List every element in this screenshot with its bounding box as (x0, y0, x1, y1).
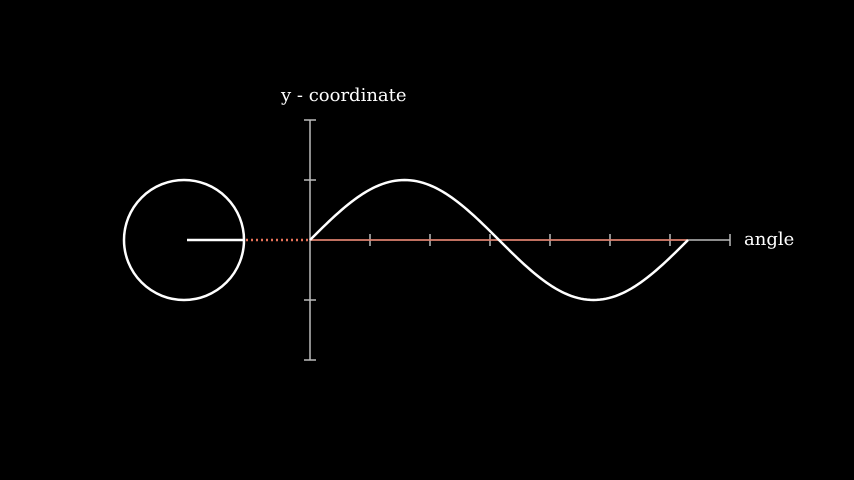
sine-curve (309, 178, 689, 302)
y-axis-ticks (304, 119, 316, 361)
y-axis-label: y - coordinate (280, 85, 407, 106)
x-axis-label: angle (744, 229, 794, 250)
